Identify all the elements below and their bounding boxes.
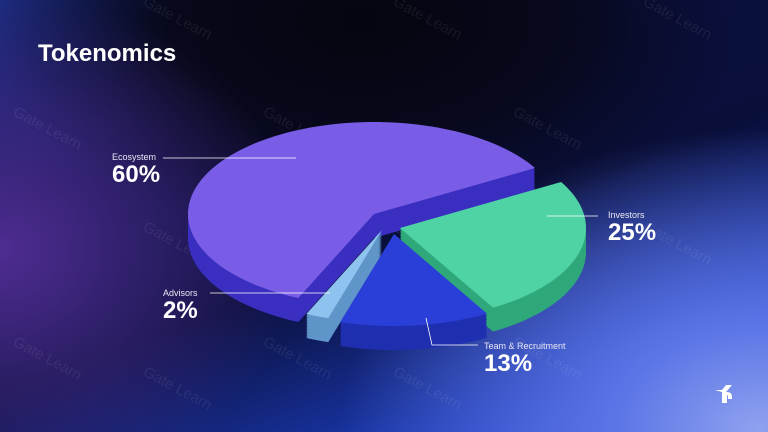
slice-ecosystem [188, 122, 536, 323]
label-name: Ecosystem [112, 152, 157, 162]
slice-advisors-top [306, 230, 382, 319]
gate-logo-icon [715, 385, 732, 403]
label-value: 13% [484, 350, 533, 377]
slice-team-top [340, 234, 487, 326]
slice-advisors [306, 230, 382, 343]
slice-investors-top [400, 182, 586, 308]
slice-investors [400, 182, 586, 332]
label-name: Team & Recruitment [484, 341, 566, 351]
page-title: Tokenomics [38, 40, 177, 67]
label-team: Team & Recruitment 13% [484, 341, 566, 377]
label-value: 60% [112, 161, 161, 188]
label-advisors: Advisors 2% [163, 288, 198, 324]
label-value: 2% [163, 297, 198, 324]
label-investors: Investors 25% [608, 210, 656, 246]
slice-ecosystem-top [188, 122, 536, 299]
label-value: 25% [608, 219, 657, 246]
label-ecosystem: Ecosystem 60% [112, 152, 160, 188]
label-name: Advisors [163, 288, 198, 298]
leader-line [425, 317, 478, 346]
label-name: Investors [608, 210, 645, 220]
slice-team [340, 234, 487, 350]
